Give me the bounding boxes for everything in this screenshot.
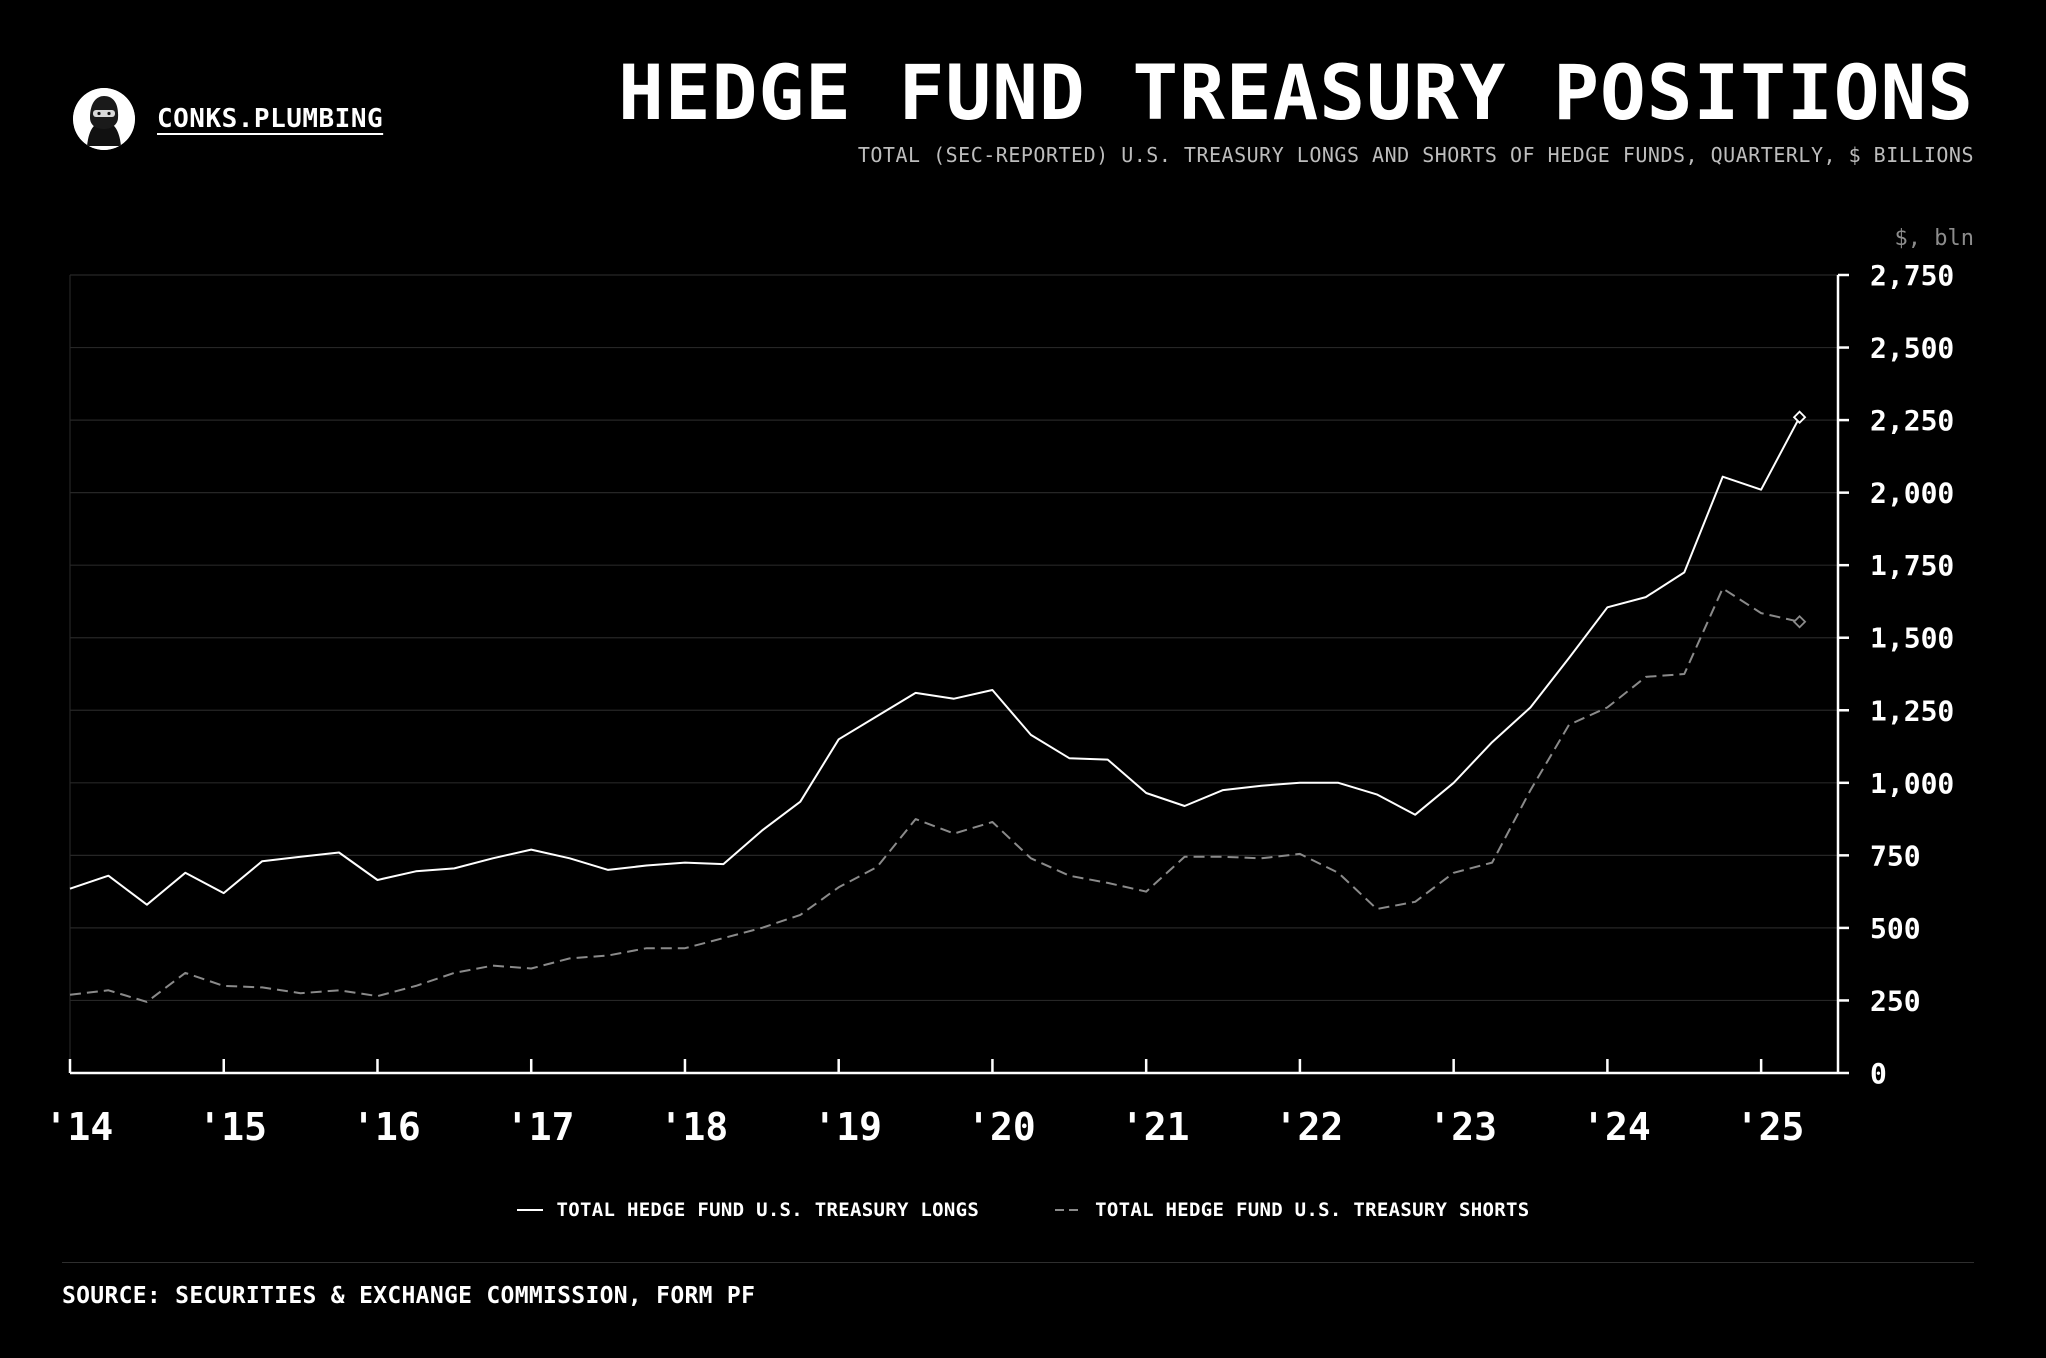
y-tick-label: 250 xyxy=(1870,984,1921,1017)
legend-swatch-solid-icon xyxy=(516,1209,543,1211)
x-tick-label: '24 xyxy=(1582,1105,1651,1149)
y-tick-label: 1,500 xyxy=(1870,622,1954,655)
footer-divider xyxy=(62,1262,1974,1263)
axes xyxy=(68,273,1849,1075)
x-tick-label: '18 xyxy=(660,1105,729,1149)
x-tick-label: '14 xyxy=(45,1105,114,1149)
x-tick-label: '23 xyxy=(1428,1105,1497,1149)
x-tick-label: '16 xyxy=(352,1105,421,1149)
y-tick-label: 2,000 xyxy=(1870,477,1954,510)
y-tick-label: 1,000 xyxy=(1870,767,1954,800)
series-lines xyxy=(69,410,1807,1003)
chart-subtitle: TOTAL (SEC-REPORTED) U.S. TREASURY LONGS… xyxy=(857,143,1974,167)
tick-labels: 0 250 500 750 1,000 1,250 1,500 1,750 2,000 2,250… xyxy=(45,226,1974,1149)
end-marker-longs xyxy=(1792,410,1807,424)
x-tick-label: '25 xyxy=(1736,1105,1805,1149)
y-axis-unit-label: $, bln xyxy=(1895,226,1974,251)
y-tick-label: 1,250 xyxy=(1870,694,1954,727)
chart-title: HEDGE FUND TREASURY POSITIONS xyxy=(618,48,1974,137)
series-line-longs xyxy=(69,416,1801,906)
y-tick-label: 2,750 xyxy=(1870,259,1954,292)
y-tick-label: 0 xyxy=(1870,1057,1887,1090)
legend-item-longs: TOTAL HEDGE FUND U.S. TREASURY LONGS xyxy=(516,1199,980,1221)
y-tick-label: 750 xyxy=(1870,839,1921,872)
series-line-shorts xyxy=(69,587,1800,1003)
brand-avatar-icon xyxy=(73,88,135,150)
x-tick-label: '20 xyxy=(967,1105,1036,1149)
end-marker-shorts xyxy=(1792,614,1807,629)
brand[interactable]: CONKS.PLUMBING xyxy=(73,88,383,150)
x-tick-label: '21 xyxy=(1121,1105,1190,1149)
y-tick-label: 2,500 xyxy=(1870,332,1954,365)
x-tick-label: '17 xyxy=(506,1105,575,1149)
x-tick-label: '19 xyxy=(813,1105,882,1149)
legend: TOTAL HEDGE FUND U.S. TREASURY LONGS TOT… xyxy=(0,1199,2046,1221)
grid-lines xyxy=(69,274,1838,1073)
y-tick-label: 2,250 xyxy=(1870,404,1954,437)
chart-canvas: 0 250 500 750 1,000 1,250 1,500 1,750 2,000 2,250… xyxy=(45,226,1974,1149)
legend-swatch-dashed-icon xyxy=(1055,1209,1082,1211)
legend-label-shorts: TOTAL HEDGE FUND U.S. TREASURY SHORTS xyxy=(1095,1199,1530,1221)
x-tick-label: '22 xyxy=(1275,1105,1344,1149)
y-tick-label: 1,750 xyxy=(1870,549,1954,582)
legend-item-shorts: TOTAL HEDGE FUND U.S. TREASURY SHORTS xyxy=(1055,1199,1529,1221)
source-note: SOURCE: SECURITIES & EXCHANGE COMMISSION… xyxy=(62,1283,756,1309)
brand-name[interactable]: CONKS.PLUMBING xyxy=(157,104,384,134)
y-tick-label: 500 xyxy=(1870,912,1921,945)
x-tick-label: '15 xyxy=(198,1105,267,1149)
legend-label-longs: TOTAL HEDGE FUND U.S. TREASURY LONGS xyxy=(556,1199,980,1221)
